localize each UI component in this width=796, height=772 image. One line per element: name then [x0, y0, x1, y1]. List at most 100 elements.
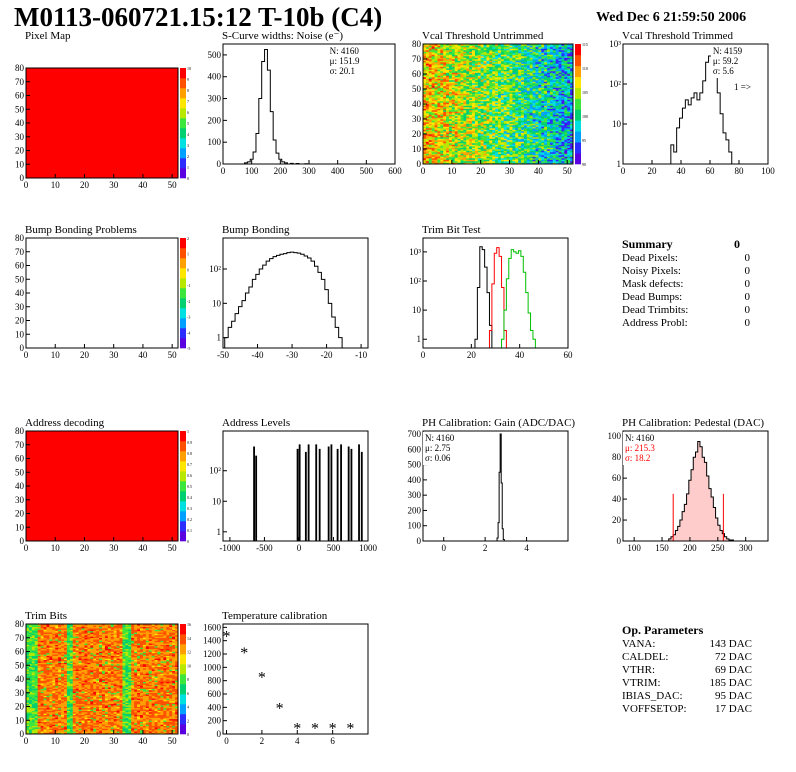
map-cell: [486, 93, 490, 96]
map-cell: [495, 125, 499, 127]
map-cell: [547, 122, 551, 124]
map-cell: [425, 111, 430, 114]
map-cell: [34, 662, 38, 665]
map-cell: [477, 156, 481, 159]
map-cell: [564, 149, 568, 151]
map-cell: [34, 672, 38, 674]
map-cell: [506, 149, 510, 151]
map-cell: [544, 162, 548, 165]
map-cell: [437, 72, 441, 75]
map-cell: [503, 110, 507, 112]
map-cell: [474, 81, 479, 84]
map-cell: [466, 114, 470, 117]
map-cell: [544, 101, 548, 103]
map-cell: [428, 86, 432, 88]
map-cell: [440, 62, 444, 64]
map-cell: [34, 630, 38, 633]
map-cell: [428, 89, 432, 91]
map-cell: [434, 122, 438, 124]
map-cell: [549, 84, 554, 87]
y-tick-label: 0: [217, 159, 222, 169]
map-cell: [561, 107, 565, 109]
map-cell: [552, 90, 556, 93]
map-cell: [506, 99, 510, 102]
map-cell: [512, 116, 516, 118]
map-cell: [428, 119, 432, 121]
map-cell: [509, 108, 513, 111]
x-tick-label: 20: [476, 166, 486, 176]
map-cell: [500, 66, 505, 69]
map-cell: [431, 140, 435, 142]
map-cell: [498, 63, 502, 66]
map-cell: [443, 108, 447, 111]
y-tick-label: 70: [15, 247, 25, 257]
map-cell: [561, 65, 565, 67]
map-cell: [549, 117, 554, 120]
map-cell: [512, 80, 516, 82]
map-cell: [440, 140, 444, 142]
map-cell: [541, 156, 545, 159]
y-tick-label: 0: [20, 536, 25, 546]
map-cell: [564, 162, 568, 165]
map-cell: [474, 155, 479, 157]
map-cell: [515, 137, 519, 139]
map-cell: [567, 51, 571, 54]
map-cell: [523, 111, 528, 114]
stats-line: N: 4160: [330, 46, 360, 56]
hist-series: [474, 246, 493, 348]
map-cell: [437, 122, 441, 124]
chart-title: Trim Bit Test: [422, 224, 481, 236]
map-cell: [477, 144, 481, 147]
map-cell: [446, 80, 450, 82]
map-cell: [498, 99, 502, 102]
map-cell: [483, 138, 487, 141]
map-cell: [486, 114, 490, 117]
map-cell: [463, 146, 467, 148]
map-cell: [515, 146, 519, 148]
map-cell: [474, 123, 479, 126]
map-cell: [498, 89, 502, 91]
map-cell: [535, 140, 539, 142]
map-cell: [567, 153, 571, 156]
map-cell: [443, 95, 447, 97]
map-cell: [500, 144, 505, 147]
map-cell: [489, 54, 493, 57]
map-cell: [555, 128, 559, 130]
map-cell: [486, 99, 490, 102]
map-cell: [509, 50, 513, 52]
map-cell: [448, 54, 453, 57]
map-cell: [521, 68, 525, 70]
map-cell: [541, 57, 545, 60]
map-cell: [549, 155, 554, 157]
map-cell: [26, 712, 30, 714]
map-cell: [561, 77, 565, 79]
map-cell: [555, 132, 559, 135]
map-cell: [26, 669, 30, 672]
map-cell: [535, 114, 539, 117]
map-cell: [469, 93, 473, 96]
map-cell: [428, 128, 432, 130]
map-cell: [503, 59, 507, 61]
map-cell: [466, 117, 470, 120]
map-cell: [34, 673, 38, 676]
map-cell: [512, 92, 516, 94]
map-cell: [486, 149, 490, 151]
plot-frame: [222, 237, 369, 349]
map-cell: [434, 93, 438, 96]
map-cell: [532, 59, 536, 61]
map-cell: [31, 670, 36, 673]
map-cell: [483, 105, 487, 108]
map-cell: [503, 54, 507, 57]
map-cell: [506, 86, 510, 88]
map-cell: [428, 78, 432, 81]
map-cell: [423, 119, 427, 121]
map-cell: [558, 140, 562, 142]
x-tick-label: 30: [505, 166, 515, 176]
map-cell: [532, 62, 536, 64]
summary-title: Summary: [622, 237, 673, 251]
map-cell: [544, 132, 548, 135]
map-cell: [431, 92, 435, 94]
map-cell: [561, 84, 565, 87]
map-cell: [552, 158, 556, 160]
map-cell: [552, 156, 556, 159]
